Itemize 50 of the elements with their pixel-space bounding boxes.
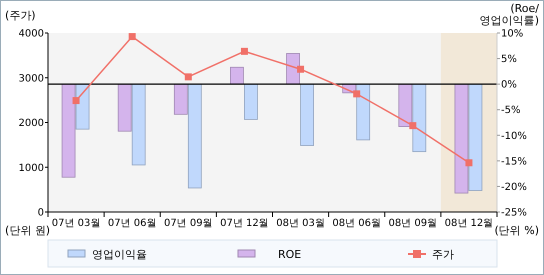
point	[297, 66, 304, 73]
bar	[62, 84, 76, 178]
y2-tick-label: -15%	[501, 156, 527, 168]
y2-tick-label: 5%	[501, 54, 517, 66]
y-tick-label: 2000	[18, 118, 44, 129]
bar	[300, 84, 314, 146]
bar	[454, 84, 468, 194]
bar	[412, 84, 426, 152]
bar	[188, 84, 202, 188]
x-tick-label: 08년 12월	[444, 218, 494, 229]
bar	[230, 66, 244, 85]
y-tick-label: 1000	[18, 162, 44, 174]
y-tick-label: 0	[38, 208, 44, 218]
x-tick-label: 08년 09월	[388, 218, 438, 229]
bar	[174, 84, 188, 115]
bar	[244, 84, 258, 120]
x-tick-label: 08년 06월	[332, 218, 382, 229]
y2-tick-label: -10%	[501, 130, 527, 142]
x-tick-label: 07년 06월	[108, 218, 157, 229]
y-tick-label: 3000	[18, 73, 44, 84]
y2-tick-label: -20%	[501, 182, 527, 193]
legend-label: ROE	[278, 248, 302, 261]
y2-tick-label: -5%	[501, 105, 520, 116]
point	[465, 159, 472, 166]
point	[72, 97, 80, 104]
legend-label: 주가	[432, 248, 454, 261]
point	[240, 48, 248, 55]
bar	[76, 84, 90, 130]
bar	[356, 84, 370, 140]
bar	[132, 84, 146, 166]
bar	[398, 84, 412, 127]
bar	[468, 84, 482, 191]
x-tick-label: 07년 09월	[164, 218, 213, 229]
point	[184, 73, 192, 80]
text: (단위 %)	[494, 224, 539, 237]
y2-tick-label: -25%	[501, 208, 527, 218]
point	[128, 33, 136, 40]
y2-axis-title: (Roe/ 영업이익률)	[480, 2, 540, 27]
legend-label: 영업이익율	[92, 248, 147, 261]
y-axis-title: (주가)	[5, 9, 36, 22]
text: (단위 원)	[5, 224, 50, 237]
x-tick-label: 07년 03월	[52, 218, 100, 229]
y2-tick-label: 0%	[501, 80, 517, 91]
x-tick-label: 08년 03월	[276, 218, 325, 229]
point	[409, 122, 416, 130]
y-tick-label: 4000	[18, 28, 44, 40]
x-tick-label: 07년 12월	[220, 218, 269, 229]
y2-tick-label: 10%	[501, 28, 524, 40]
point	[353, 90, 360, 98]
bar	[118, 84, 132, 132]
